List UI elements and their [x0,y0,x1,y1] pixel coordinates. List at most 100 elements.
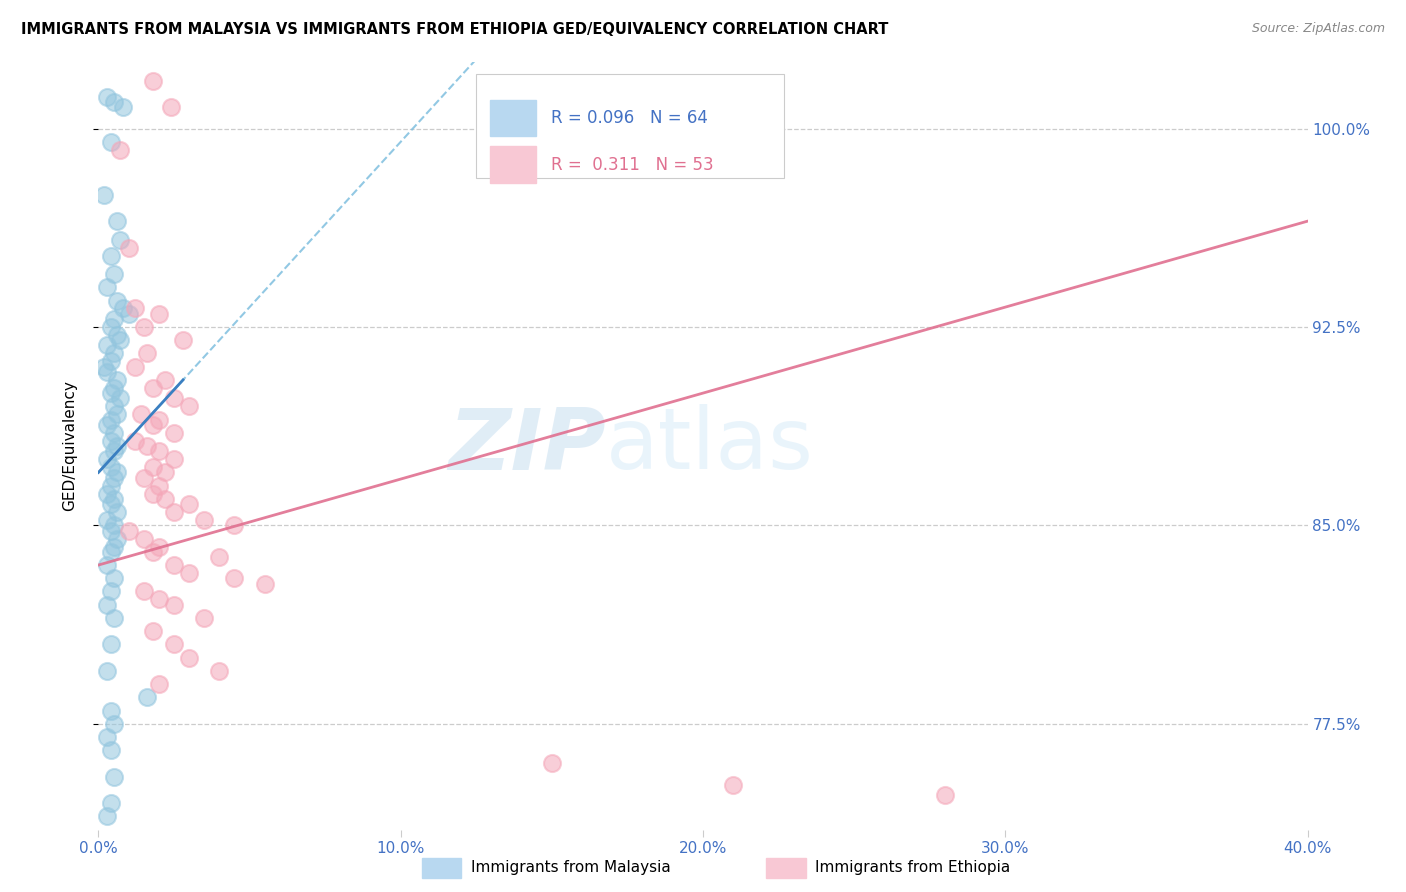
Point [96,730,118,744]
Point [100,320,122,334]
Point [118,307,141,321]
Text: IMMIGRANTS FROM MALAYSIA VS IMMIGRANTS FROM ETHIOPIA GED/EQUIVALENCY CORRELATION: IMMIGRANTS FROM MALAYSIA VS IMMIGRANTS F… [21,22,889,37]
Point [179,566,201,580]
Point [103,400,125,414]
Point [103,425,125,440]
Point [96,809,118,823]
Point [224,518,246,533]
Point [100,434,122,448]
Point [105,407,128,421]
Point [142,486,165,500]
Point [253,576,276,591]
Point [108,233,131,247]
Point [132,532,155,546]
Point [100,412,122,426]
Point [103,611,125,625]
Point [135,346,157,360]
Point [100,545,122,559]
Point [100,796,122,810]
Point [163,392,186,406]
Point [103,518,125,533]
Point [132,320,155,334]
Point [153,466,176,480]
Point [100,704,122,718]
Point [118,241,141,255]
Point [160,100,183,114]
Point [129,407,152,421]
Point [103,267,125,281]
Point [163,637,186,651]
Point [124,301,146,316]
Point [93,187,115,202]
Point [105,293,128,308]
Point [96,280,118,294]
Point [224,571,246,585]
Point [179,497,201,511]
Point [124,434,146,448]
Point [96,365,118,379]
Point [108,143,131,157]
Y-axis label: GED/Equivalency: GED/Equivalency [63,381,77,511]
Text: ZIP: ZIP [449,404,606,488]
Point [96,417,118,432]
Point [179,400,201,414]
Point [103,381,125,395]
Point [111,100,134,114]
Point [172,333,194,347]
Point [105,214,128,228]
Point [934,788,956,802]
Point [163,452,186,467]
Point [96,338,118,352]
Point [100,584,122,599]
Point [179,650,201,665]
Point [96,598,118,612]
Point [100,524,122,538]
Point [135,439,157,453]
Point [100,135,122,149]
Point [103,95,125,109]
Point [105,327,128,342]
Point [105,439,128,453]
Point [142,545,165,559]
Point [142,460,165,475]
Point [105,466,128,480]
Point [100,478,122,492]
Point [148,307,170,321]
Point [103,571,125,585]
Point [108,333,131,347]
Point [142,381,165,395]
Bar [491,100,536,136]
Point [103,491,125,506]
Point [163,558,186,572]
Text: Immigrants from Ethiopia: Immigrants from Ethiopia [815,861,1011,875]
Point [105,373,128,387]
Point [153,373,176,387]
Point [148,540,170,554]
Point [153,491,176,506]
Point [100,460,122,475]
Point [100,637,122,651]
Point [148,444,170,458]
Point [100,248,122,262]
Point [193,611,215,625]
Point [103,312,125,326]
Point [108,392,131,406]
Bar [475,74,785,178]
Text: R = 0.096   N = 64: R = 0.096 N = 64 [551,109,707,127]
Point [111,301,134,316]
Point [100,497,122,511]
Point [100,743,122,757]
Point [148,592,170,607]
Point [132,471,155,485]
Point [103,716,125,731]
Point [118,524,141,538]
Point [208,550,231,565]
Point [96,558,118,572]
Point [148,412,170,426]
Point [96,452,118,467]
Text: atlas: atlas [606,404,814,488]
Point [148,478,170,492]
Point [540,756,562,771]
Point [132,584,155,599]
Point [105,505,128,519]
